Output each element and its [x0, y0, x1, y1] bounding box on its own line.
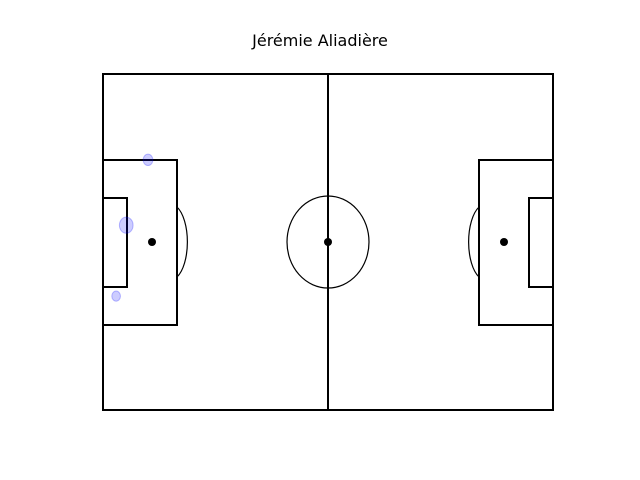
shot-point-2	[118, 216, 134, 234]
pitch-markings	[102, 73, 554, 411]
left-penalty-arc	[176, 206, 188, 278]
centre-circle	[286, 195, 370, 289]
right-penalty-spot	[500, 238, 508, 246]
chart-title: Jérémie Aliadière	[252, 31, 388, 50]
shot-points	[111, 153, 154, 302]
shot-point-3	[111, 290, 121, 302]
left-six-yard-box	[102, 197, 128, 288]
right-six-yard-box	[528, 197, 554, 288]
right-penalty-box	[478, 159, 554, 326]
centre-spot	[324, 238, 332, 246]
right-penalty-arc	[468, 206, 480, 278]
shot-point-1	[142, 153, 154, 167]
left-penalty-spot	[148, 238, 156, 246]
